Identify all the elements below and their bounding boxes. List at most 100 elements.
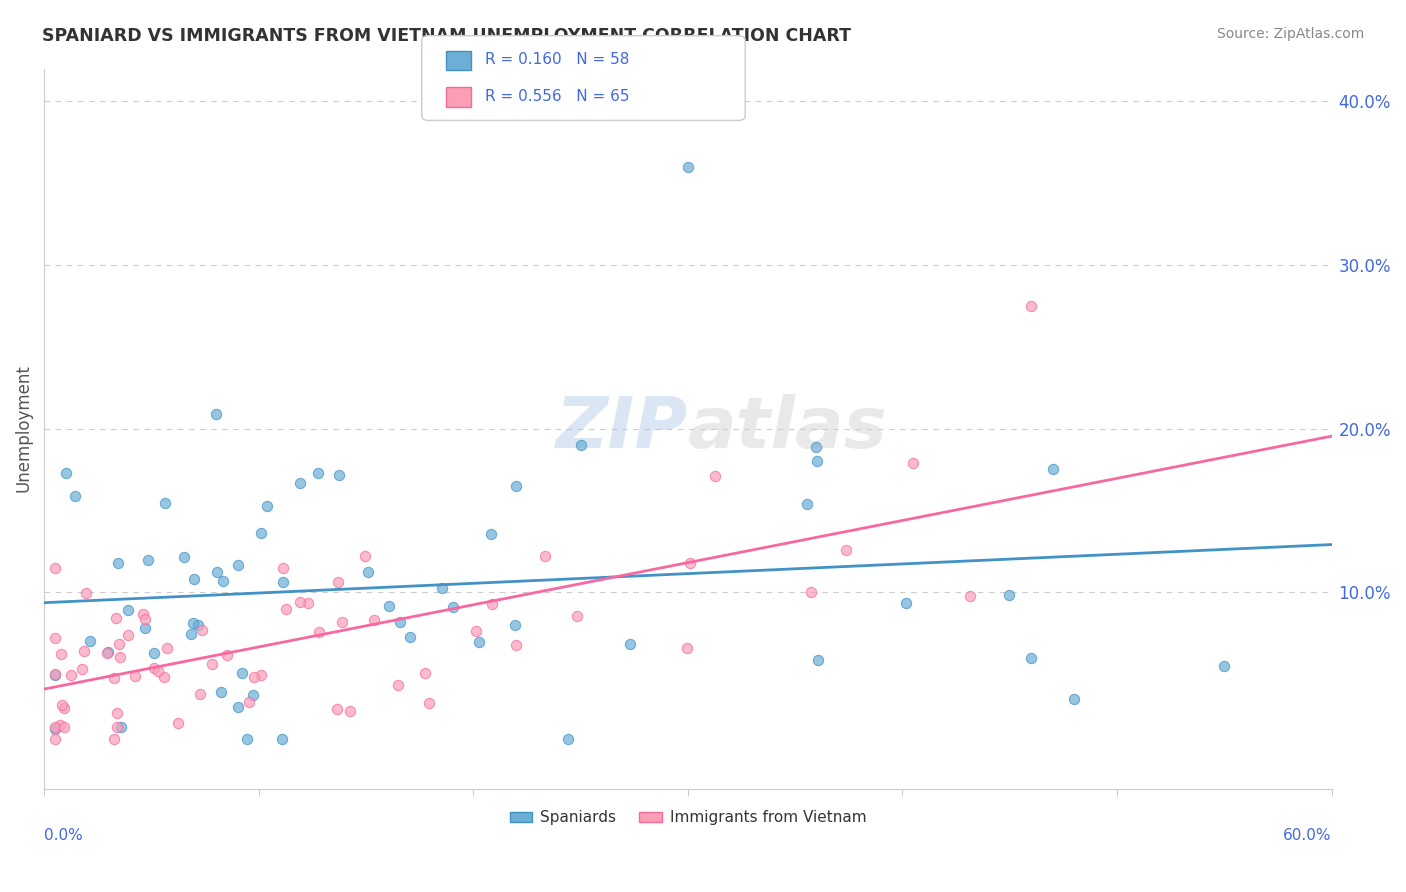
- Spaniards: [804, 441, 827, 455]
- Immigrants from Vietnam: [132, 607, 155, 622]
- Text: R = 0.160   N = 58: R = 0.160 N = 58: [485, 53, 630, 67]
- Spaniards: [65, 489, 87, 503]
- Spaniards: [242, 688, 264, 702]
- Immigrants from Vietnam: [188, 687, 211, 701]
- Immigrants from Vietnam: [959, 589, 981, 603]
- Immigrants from Vietnam: [108, 637, 131, 651]
- Immigrants from Vietnam: [53, 701, 76, 715]
- Text: SPANIARD VS IMMIGRANTS FROM VIETNAM UNEMPLOYMENT CORRELATION CHART: SPANIARD VS IMMIGRANTS FROM VIETNAM UNEM…: [42, 27, 851, 45]
- Immigrants from Vietnam: [44, 720, 66, 734]
- Immigrants from Vietnam: [249, 667, 271, 681]
- Spaniards: [183, 573, 205, 587]
- Immigrants from Vietnam: [565, 609, 588, 624]
- Immigrants from Vietnam: [143, 661, 166, 675]
- Spaniards: [1063, 691, 1085, 706]
- Immigrants from Vietnam: [117, 628, 139, 642]
- Immigrants from Vietnam: [103, 732, 125, 747]
- Spaniards: [236, 732, 259, 747]
- Spaniards: [1019, 650, 1042, 665]
- Immigrants from Vietnam: [59, 668, 82, 682]
- Spaniards: [117, 603, 139, 617]
- Spaniards: [250, 526, 273, 541]
- Immigrants from Vietnam: [167, 715, 190, 730]
- Text: ZIP: ZIP: [555, 394, 688, 463]
- Spaniards: [357, 565, 380, 579]
- Spaniards: [204, 408, 226, 422]
- Immigrants from Vietnam: [835, 543, 858, 558]
- Immigrants from Vietnam: [105, 611, 128, 625]
- Spaniards: [503, 617, 526, 632]
- Immigrants from Vietnam: [156, 640, 179, 655]
- Spaniards: [79, 634, 101, 648]
- Spaniards: [205, 565, 228, 579]
- Spaniards: [479, 527, 502, 541]
- Spaniards: [271, 574, 294, 589]
- Spaniards: [998, 588, 1021, 602]
- Spaniards: [173, 549, 195, 564]
- Spaniards: [894, 595, 917, 609]
- Immigrants from Vietnam: [481, 597, 503, 611]
- Spaniards: [231, 666, 253, 681]
- Immigrants from Vietnam: [148, 664, 170, 678]
- Immigrants from Vietnam: [332, 615, 354, 630]
- Immigrants from Vietnam: [418, 696, 440, 710]
- Spaniards: [256, 499, 278, 513]
- Spaniards: [209, 684, 232, 698]
- Immigrants from Vietnam: [1019, 299, 1042, 313]
- Spaniards: [388, 615, 411, 629]
- Immigrants from Vietnam: [238, 696, 260, 710]
- Text: 60.0%: 60.0%: [1284, 828, 1331, 843]
- Immigrants from Vietnam: [201, 657, 224, 672]
- Spaniards: [110, 720, 132, 734]
- Immigrants from Vietnam: [44, 667, 66, 681]
- Immigrants from Vietnam: [308, 625, 330, 640]
- Immigrants from Vietnam: [52, 720, 75, 734]
- Immigrants from Vietnam: [464, 624, 486, 638]
- Immigrants from Vietnam: [105, 706, 128, 721]
- Spaniards: [557, 732, 579, 747]
- Immigrants from Vietnam: [124, 668, 146, 682]
- Immigrants from Vietnam: [134, 612, 156, 626]
- Immigrants from Vietnam: [51, 698, 73, 712]
- Immigrants from Vietnam: [73, 644, 96, 658]
- Spaniards: [619, 637, 641, 651]
- Spaniards: [441, 599, 464, 614]
- Immigrants from Vietnam: [242, 670, 264, 684]
- Spaniards: [226, 700, 249, 714]
- Immigrants from Vietnam: [387, 678, 409, 692]
- Spaniards: [212, 574, 235, 589]
- Spaniards: [505, 479, 527, 493]
- Immigrants from Vietnam: [326, 702, 349, 716]
- Spaniards: [468, 635, 491, 649]
- Immigrants from Vietnam: [103, 671, 125, 685]
- Spaniards: [307, 467, 329, 481]
- Spaniards: [796, 497, 818, 511]
- Immigrants from Vietnam: [44, 732, 66, 747]
- Spaniards: [569, 438, 592, 452]
- Immigrants from Vietnam: [217, 648, 239, 663]
- Immigrants from Vietnam: [679, 557, 702, 571]
- Immigrants from Vietnam: [44, 561, 66, 575]
- Immigrants from Vietnam: [505, 638, 527, 652]
- Immigrants from Vietnam: [353, 549, 375, 563]
- Immigrants from Vietnam: [271, 560, 294, 574]
- Immigrants from Vietnam: [51, 647, 73, 661]
- Spaniards: [328, 468, 350, 483]
- Spaniards: [107, 556, 129, 570]
- Immigrants from Vietnam: [48, 718, 70, 732]
- Y-axis label: Unemployment: Unemployment: [15, 365, 32, 492]
- Immigrants from Vietnam: [76, 586, 98, 600]
- Immigrants from Vietnam: [110, 650, 132, 665]
- Immigrants from Vietnam: [44, 631, 66, 645]
- Spaniards: [271, 732, 294, 747]
- Spaniards: [1042, 462, 1064, 476]
- Immigrants from Vietnam: [153, 670, 176, 684]
- Immigrants from Vietnam: [413, 666, 436, 681]
- Spaniards: [136, 552, 159, 566]
- Spaniards: [134, 621, 156, 635]
- Spaniards: [180, 627, 202, 641]
- Spaniards: [1213, 658, 1236, 673]
- Immigrants from Vietnam: [297, 596, 319, 610]
- Spaniards: [44, 668, 66, 682]
- Spaniards: [399, 630, 422, 644]
